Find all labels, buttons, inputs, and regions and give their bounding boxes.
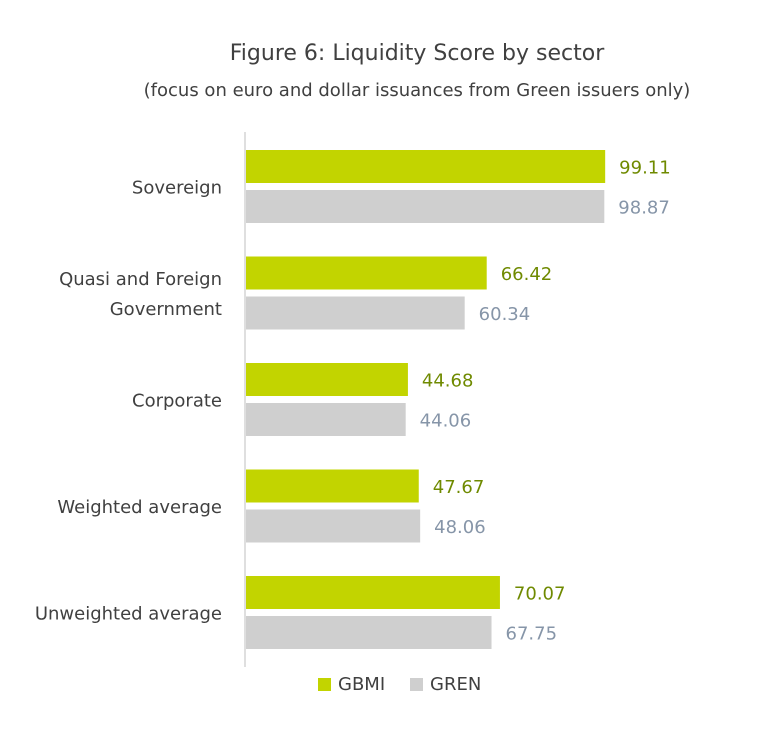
bar-gbmi xyxy=(246,469,419,503)
category-label: Government xyxy=(110,299,222,320)
data-label-gren: 98.87 xyxy=(618,198,670,219)
legend-label-gbmi: GBMI xyxy=(338,674,385,695)
bar-gren xyxy=(246,403,406,436)
data-label-gren: 44.06 xyxy=(420,411,472,432)
bar-gbmi xyxy=(246,256,487,290)
legend-swatch-gbmi xyxy=(318,678,331,691)
data-label-gbmi: 44.68 xyxy=(422,371,474,392)
bar-gbmi xyxy=(246,363,408,396)
data-label-gbmi: 99.11 xyxy=(619,158,671,179)
bar-gren xyxy=(246,509,421,543)
category-label: Weighted average xyxy=(57,497,222,518)
category-label: Unweighted average xyxy=(35,604,222,625)
bar-gbmi xyxy=(246,150,606,183)
bar-gren xyxy=(246,296,465,330)
bar-gren xyxy=(246,616,492,649)
category-label: Sovereign xyxy=(132,178,222,199)
legend-swatch-gren xyxy=(410,678,423,691)
data-label-gren: 60.34 xyxy=(479,304,531,325)
data-label-gren: 48.06 xyxy=(434,517,486,538)
legend: GBMI GREN xyxy=(318,674,481,695)
data-label-gren: 67.75 xyxy=(506,624,558,645)
category-label: Corporate xyxy=(132,391,222,412)
legend-label-gren: GREN xyxy=(430,674,481,695)
data-label-gbmi: 66.42 xyxy=(501,264,553,285)
bar-gren xyxy=(246,190,605,223)
data-label-gbmi: 47.67 xyxy=(433,477,485,498)
bar-gbmi xyxy=(246,576,500,609)
category-label: Quasi and Foreign xyxy=(59,269,222,290)
chart-title: Figure 6: Liquidity Score by sector xyxy=(230,41,605,66)
chart-marks: Sovereign 99.11 98.87 Quasi and Foreign Gove… xyxy=(35,150,671,649)
chart-subtitle: (focus on euro and dollar issuances from… xyxy=(144,80,691,101)
data-label-gbmi: 70.07 xyxy=(514,584,566,605)
